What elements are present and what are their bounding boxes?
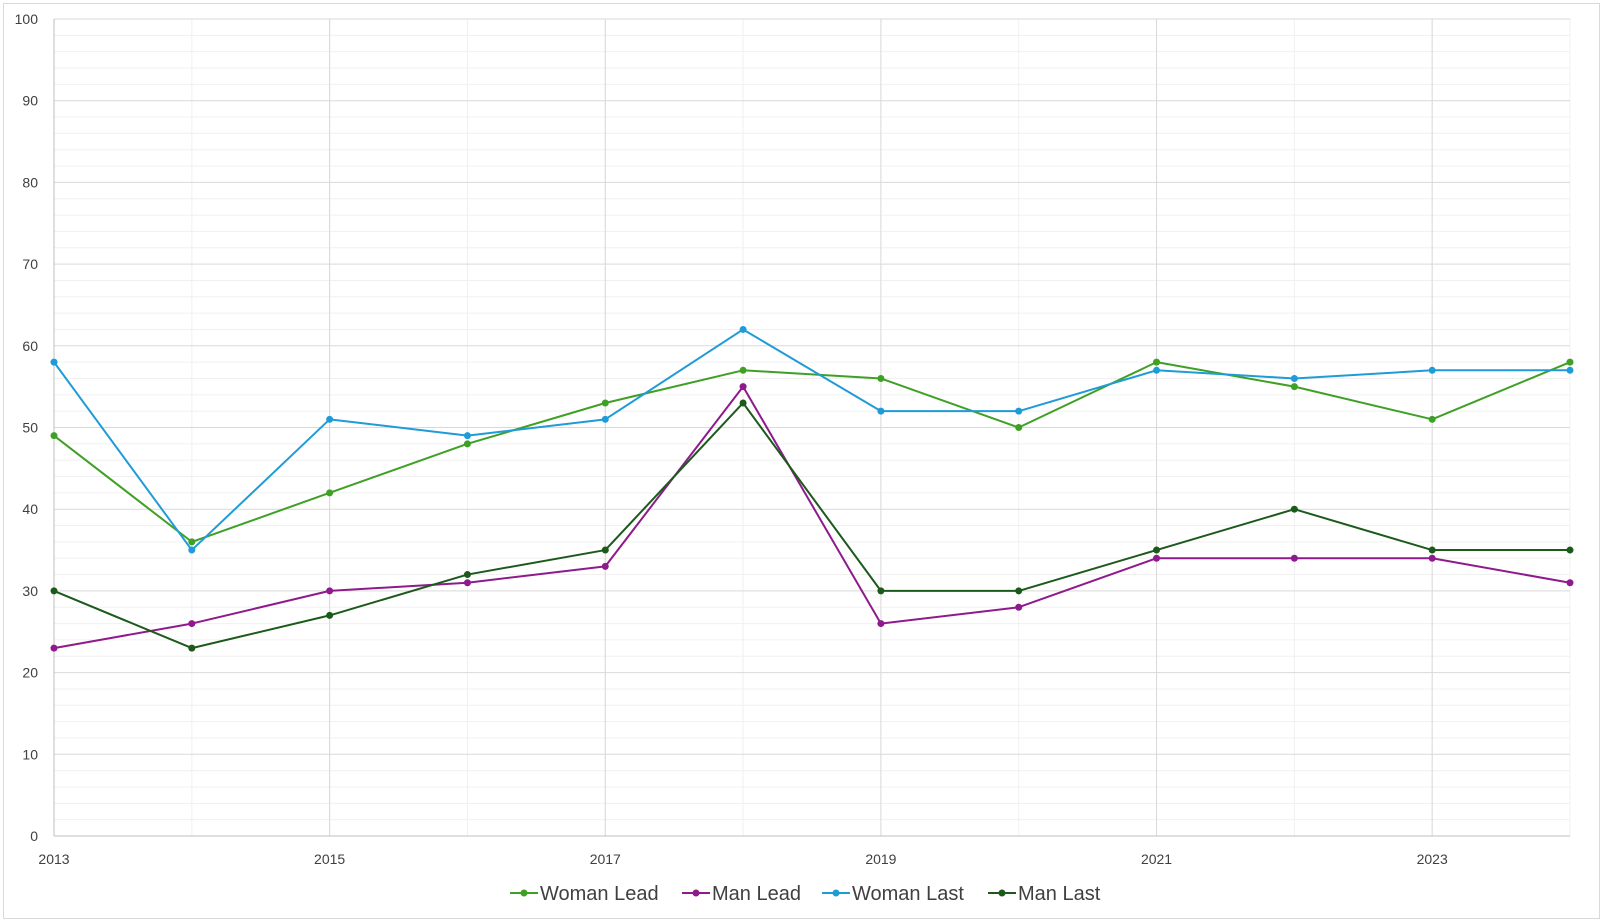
x-tick-label: 2019 [865,851,896,867]
y-tick-label: 90 [22,93,38,109]
legend-label: Man Last [1018,883,1101,905]
legend: Woman Lead Man Lead Woman Last Man Last [510,883,1101,905]
data-point-woman-lead [1153,358,1161,366]
series-layer [50,325,1574,652]
series-line-woman-lead [53,361,1571,543]
series-line-man-last [53,401,1570,650]
data-point-man-lead [1290,554,1298,562]
data-point-woman-lead [50,432,58,440]
data-point-man-lead [1153,554,1161,562]
data-point-woman-lead [188,538,196,546]
data-point-man-last [1566,546,1574,554]
data-point-man-lead [739,383,747,391]
data-point-man-last [1290,505,1298,513]
series-line-woman-last [53,328,1570,552]
data-point-man-last [1428,546,1436,554]
data-point-woman-lead [1566,358,1574,366]
series-line-man-lead [53,385,1571,650]
major-gridlines [53,18,1570,837]
data-point-man-lead [1566,579,1574,587]
data-point-man-last [326,611,334,619]
data-point-man-last [188,644,196,652]
data-point-man-last [50,587,58,595]
data-point-woman-last [877,407,885,415]
y-tick-label: 10 [22,746,38,762]
data-point-woman-lead [877,374,885,382]
y-tick-label: 40 [22,501,38,517]
data-point-woman-last [1566,366,1574,374]
x-tick-label: 2013 [38,851,69,867]
legend-item-man-lead: Man Lead [682,883,801,905]
data-point-man-lead [877,620,885,628]
x-tick-label: 2023 [1417,851,1448,867]
data-point-woman-lead [463,440,471,448]
data-point-woman-lead [601,399,609,407]
legend-item-woman-last: Woman Last [822,883,964,905]
y-tick-label: 80 [22,174,38,190]
x-tick-label: 2015 [314,851,345,867]
y-tick-label: 70 [22,256,38,272]
data-point-man-last [1153,546,1161,554]
data-point-woman-last [188,546,196,554]
series-woman-last [50,325,1574,554]
legend-swatch-marker [998,889,1006,897]
y-tick-label: 100 [15,11,39,27]
legend-swatch-marker [832,889,840,897]
data-point-woman-last [739,325,747,333]
data-point-man-lead [601,562,609,570]
data-point-man-last [877,587,885,595]
data-point-woman-lead [1290,383,1298,391]
data-point-woman-last [1428,366,1436,374]
y-axis-tick-labels: 0 10 20 30 40 50 60 70 80 90 100 [15,11,39,844]
data-point-woman-last [1290,374,1298,382]
legend-label: Man Lead [712,883,801,905]
data-point-man-lead [463,579,471,587]
y-tick-label: 30 [22,583,38,599]
data-point-man-lead [188,620,196,628]
chart-frame [3,3,1600,919]
data-point-man-lead [1015,603,1023,611]
axes [53,19,1570,837]
x-tick-label: 2017 [590,851,621,867]
series-woman-lead [50,358,1574,546]
data-point-woman-last [1015,407,1023,415]
x-tick-label: 2021 [1141,851,1172,867]
data-point-woman-last [601,415,609,423]
legend-swatch-marker [692,889,700,897]
data-point-woman-lead [739,366,747,374]
data-point-man-lead [1428,554,1436,562]
data-point-woman-last [326,415,334,423]
legend-item-woman-lead: Woman Lead [510,883,659,905]
legend-label: Woman Last [852,883,964,905]
minor-gridlines [53,19,1571,836]
y-tick-label: 0 [30,828,38,844]
data-point-woman-last [463,432,471,440]
y-tick-label: 60 [22,338,38,354]
data-point-woman-lead [326,489,334,497]
legend-item-man-last: Man Last [988,883,1101,905]
legend-swatch-marker [520,889,528,897]
data-point-man-last [463,571,471,579]
data-point-man-lead [326,587,334,595]
x-axis-tick-labels: 2013 2015 2017 2019 2021 2023 [38,851,1448,867]
data-point-man-last [739,399,747,407]
series-man-lead [50,383,1574,652]
data-point-man-last [601,546,609,554]
data-point-man-lead [50,644,58,652]
y-tick-label: 20 [22,665,38,681]
data-point-man-last [1015,587,1023,595]
data-point-woman-last [1153,366,1161,374]
data-point-woman-lead [1015,424,1023,431]
data-point-woman-lead [1428,415,1436,423]
series-man-last [50,399,1574,652]
data-point-woman-last [50,358,58,366]
y-tick-label: 50 [22,420,38,436]
legend-label: Woman Lead [540,883,659,905]
